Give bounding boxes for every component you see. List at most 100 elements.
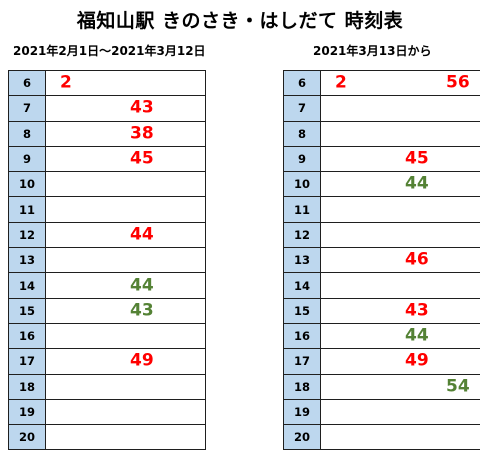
departure-minute: 44 <box>130 275 154 296</box>
hour-cell: 19 <box>8 398 46 426</box>
minutes-cell: 44 <box>320 171 480 198</box>
timetable-row: 19 <box>8 398 206 426</box>
timetable-row: 12 44 <box>8 221 206 249</box>
departure-minute: 56 <box>446 72 470 93</box>
minutes-cell <box>320 196 480 223</box>
hour-cell: 14 <box>283 272 321 299</box>
departure-minute: 46 <box>405 249 429 270</box>
timetable-row: 16 44 <box>283 322 480 350</box>
timetable-row: 13 46 <box>283 247 480 274</box>
hour-cell: 11 <box>8 196 46 223</box>
timetable-row: 9 45 <box>283 145 480 173</box>
minutes-cell <box>320 95 480 122</box>
timetable-row: 8 <box>283 120 480 147</box>
hour-cell: 6 <box>8 69 46 97</box>
minutes-cell: 44 <box>320 322 480 350</box>
timetable-row: 10 <box>8 171 206 198</box>
timetable-row: 9 45 <box>8 145 206 173</box>
departure-minute: 49 <box>405 350 429 371</box>
hour-cell: 17 <box>8 348 46 375</box>
timetable-row: 7 <box>283 95 480 122</box>
minutes-cell: 44 <box>45 221 206 249</box>
hour-cell: 19 <box>283 398 321 426</box>
timetable-row: 17 49 <box>283 348 480 375</box>
minutes-cell <box>320 221 480 249</box>
departure-minute: 49 <box>130 350 154 371</box>
timetable-row: 15 43 <box>8 297 206 324</box>
hour-cell: 15 <box>8 297 46 324</box>
minutes-cell: 49 <box>320 348 480 375</box>
hour-cell: 8 <box>8 120 46 147</box>
minutes-cell: 43 <box>320 297 480 324</box>
timetable-row: 20 <box>283 424 480 451</box>
hour-cell: 18 <box>283 373 321 400</box>
timetable-right-body: 6 2 56 7 8 9 45 10 44 11 12 13 46 14 15 43 16 44 17 49 18 54 1… <box>283 69 480 451</box>
departure-minute: 44 <box>405 325 429 346</box>
timetable-row: 13 <box>8 247 206 274</box>
timetable-row: 18 <box>8 373 206 400</box>
hour-cell: 16 <box>283 322 321 350</box>
minutes-cell: 38 <box>45 120 206 147</box>
hour-cell: 9 <box>283 145 321 173</box>
hour-cell: 7 <box>283 95 321 122</box>
timetable-row: 14 44 <box>8 272 206 299</box>
hour-cell: 20 <box>8 424 46 451</box>
period-label-left: 2021年2月1日～2021年3月12日 <box>13 44 206 58</box>
hour-cell: 18 <box>8 373 46 400</box>
timetable-row: 7 43 <box>8 95 206 122</box>
minutes-cell: 46 <box>320 247 480 274</box>
departure-minute: 54 <box>446 376 470 397</box>
timetable-row: 11 <box>283 196 480 223</box>
departure-minute: 38 <box>130 123 154 144</box>
minutes-cell <box>320 120 480 147</box>
timetable-left: 6 2 7 43 8 38 9 45 10 11 12 44 13 14 44 15 43 16 17 49 18 19 2… <box>8 69 206 451</box>
timetable-row: 8 38 <box>8 120 206 147</box>
timetable-left-body: 6 2 7 43 8 38 9 45 10 11 12 44 13 14 44 15 43 16 17 49 18 19 2… <box>8 69 206 451</box>
timetable-row: 6 2 56 <box>283 69 480 97</box>
minutes-cell: 2 56 <box>320 69 480 97</box>
timetable-row: 10 44 <box>283 171 480 198</box>
departure-minute: 2 <box>60 72 72 93</box>
hour-cell: 10 <box>8 171 46 198</box>
minutes-cell: 45 <box>320 145 480 173</box>
hour-cell: 12 <box>283 221 321 249</box>
timetable-right: 6 2 56 7 8 9 45 10 44 11 12 13 46 14 15 43 16 44 17 49 18 54 1… <box>283 69 480 451</box>
departure-minute: 43 <box>130 300 154 321</box>
departure-minute: 44 <box>130 224 154 245</box>
hour-cell: 10 <box>283 171 321 198</box>
departure-minute: 45 <box>405 148 429 169</box>
hour-cell: 16 <box>8 322 46 350</box>
minutes-cell <box>45 196 206 223</box>
timetable-row: 15 43 <box>283 297 480 324</box>
hour-cell: 14 <box>8 272 46 299</box>
hour-cell: 20 <box>283 424 321 451</box>
minutes-cell <box>45 247 206 274</box>
hour-cell: 8 <box>283 120 321 147</box>
departure-minute: 43 <box>130 97 154 118</box>
period-label-right: 2021年3月13日から <box>313 44 432 58</box>
hour-cell: 15 <box>283 297 321 324</box>
departure-minute: 44 <box>405 173 429 194</box>
timetable-row: 20 <box>8 424 206 451</box>
hour-cell: 13 <box>283 247 321 274</box>
hour-cell: 17 <box>283 348 321 375</box>
minutes-cell <box>45 373 206 400</box>
minutes-cell: 44 <box>45 272 206 299</box>
minutes-cell: 43 <box>45 95 206 122</box>
page-title: 福知山駅 きのさき・はしだて 時刻表 <box>76 10 404 32</box>
departure-minute: 43 <box>405 300 429 321</box>
minutes-cell <box>45 398 206 426</box>
timetable-row: 11 <box>8 196 206 223</box>
minutes-cell <box>320 398 480 426</box>
hour-cell: 13 <box>8 247 46 274</box>
hour-cell: 6 <box>283 69 321 97</box>
minutes-cell: 45 <box>45 145 206 173</box>
hour-cell: 11 <box>283 196 321 223</box>
timetable-row: 17 49 <box>8 348 206 375</box>
timetable-row: 14 <box>283 272 480 299</box>
minutes-cell <box>45 322 206 350</box>
hour-cell: 12 <box>8 221 46 249</box>
timetable-row: 18 54 <box>283 373 480 400</box>
minutes-cell <box>45 171 206 198</box>
